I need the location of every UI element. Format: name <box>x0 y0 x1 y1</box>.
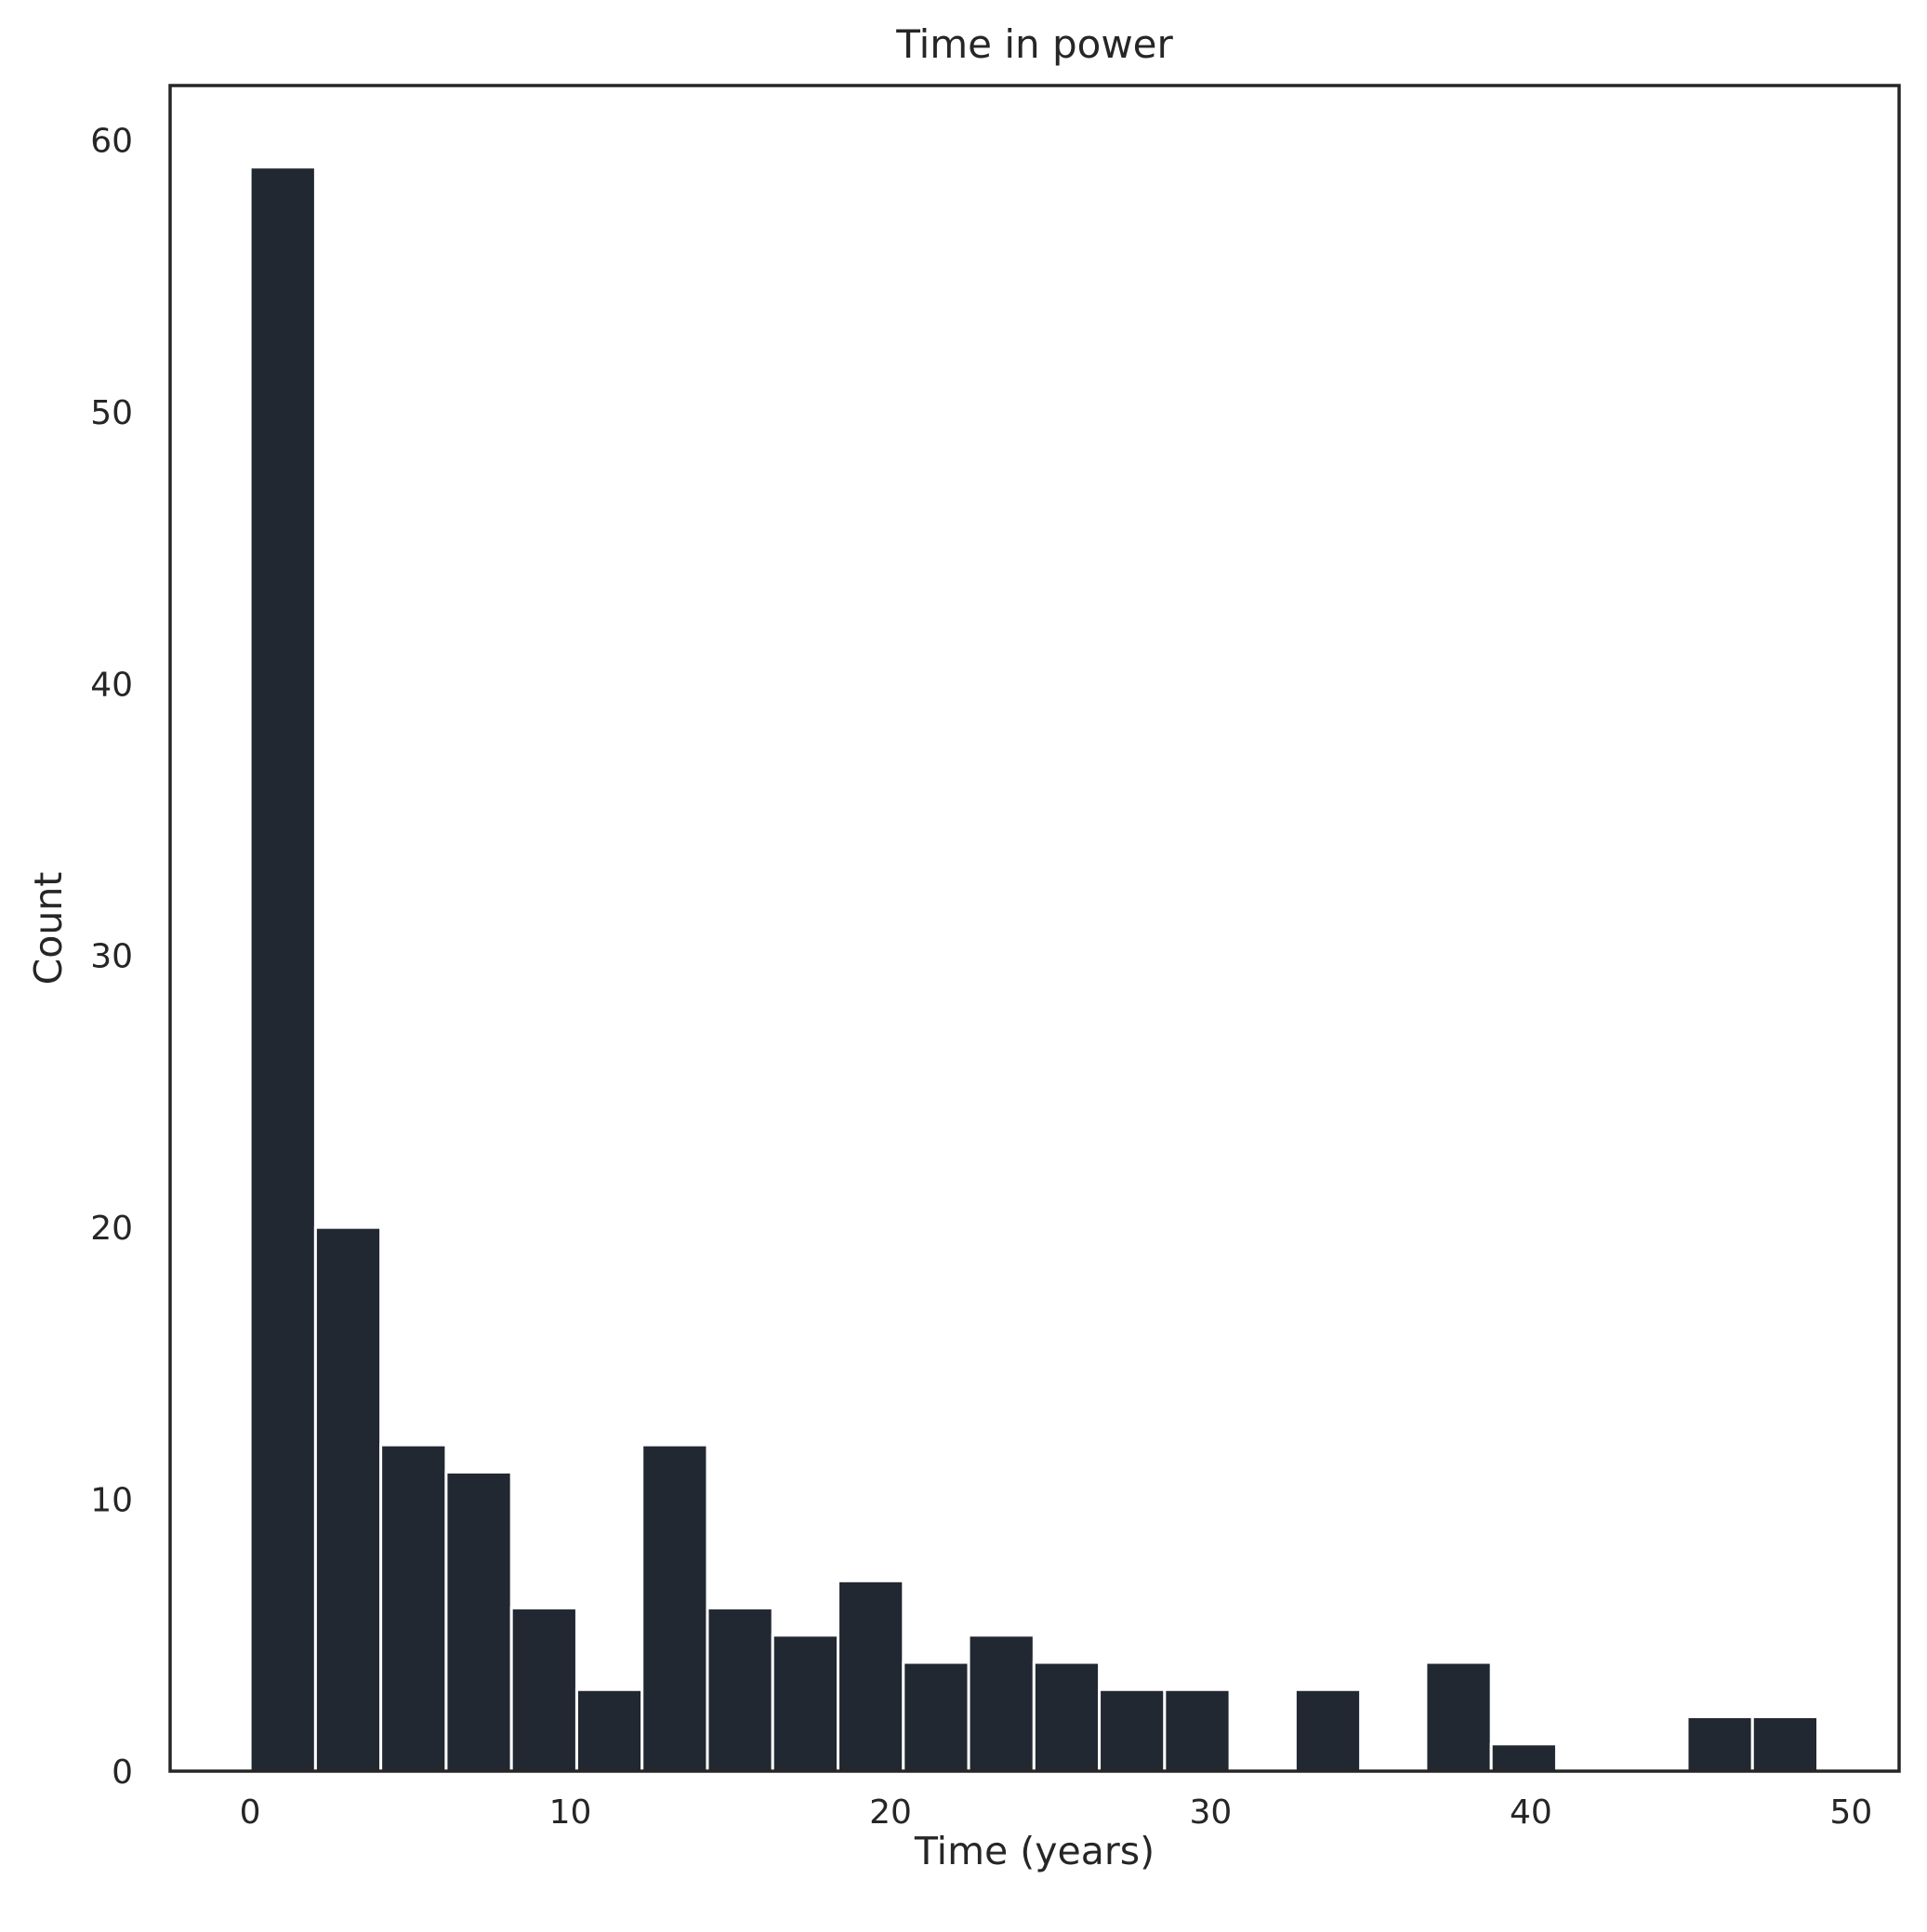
histogram-bar <box>1424 1661 1493 1773</box>
x-tick-label: 10 <box>549 1793 592 1832</box>
histogram-bar <box>1032 1661 1102 1773</box>
y-tick-label: 0 <box>112 1753 133 1792</box>
x-tick-label: 0 <box>240 1793 261 1832</box>
histogram-bar <box>837 1579 905 1773</box>
y-tick-label: 30 <box>90 938 133 976</box>
bars-group <box>248 165 1820 1773</box>
y-tick-label: 20 <box>90 1210 133 1248</box>
y-axis-label: Count <box>26 872 71 986</box>
histogram-bar <box>248 165 317 1773</box>
x-tick-label: 30 <box>1190 1793 1233 1832</box>
chart-title: Time in power <box>895 21 1173 67</box>
histogram-bar <box>771 1634 840 1773</box>
histogram-bar <box>902 1661 970 1773</box>
histogram-bar <box>1163 1687 1232 1773</box>
x-tick-label: 50 <box>1829 1793 1872 1832</box>
x-tick-label: 20 <box>869 1793 912 1832</box>
x-axis-label: Time (years) <box>914 1829 1155 1873</box>
histogram-bar <box>1489 1742 1558 1773</box>
histogram-bar <box>574 1687 644 1773</box>
histogram-bar <box>509 1607 578 1773</box>
y-tick-label: 60 <box>90 122 133 160</box>
histogram-bar <box>1750 1715 1820 1773</box>
histogram-bar <box>1293 1687 1363 1773</box>
histogram-bar <box>313 1225 383 1773</box>
histogram-bar <box>1098 1687 1167 1773</box>
histogram-bar <box>706 1607 774 1773</box>
histogram-bar <box>640 1443 709 1773</box>
histogram-bar <box>379 1443 448 1773</box>
histogram-bar <box>1685 1715 1754 1773</box>
y-tick-label: 50 <box>90 394 133 432</box>
x-tick-label: 40 <box>1510 1793 1552 1832</box>
histogram-bar <box>967 1634 1036 1773</box>
plot-frame <box>168 84 1901 1773</box>
x-tick-labels: 0 10 20 30 40 50 <box>240 1793 1873 1832</box>
y-tick-label: 10 <box>90 1482 133 1520</box>
y-tick-label: 40 <box>90 666 133 704</box>
y-tick-labels: 0 10 20 30 40 50 60 <box>90 122 133 1792</box>
histogram-bar <box>444 1470 513 1773</box>
